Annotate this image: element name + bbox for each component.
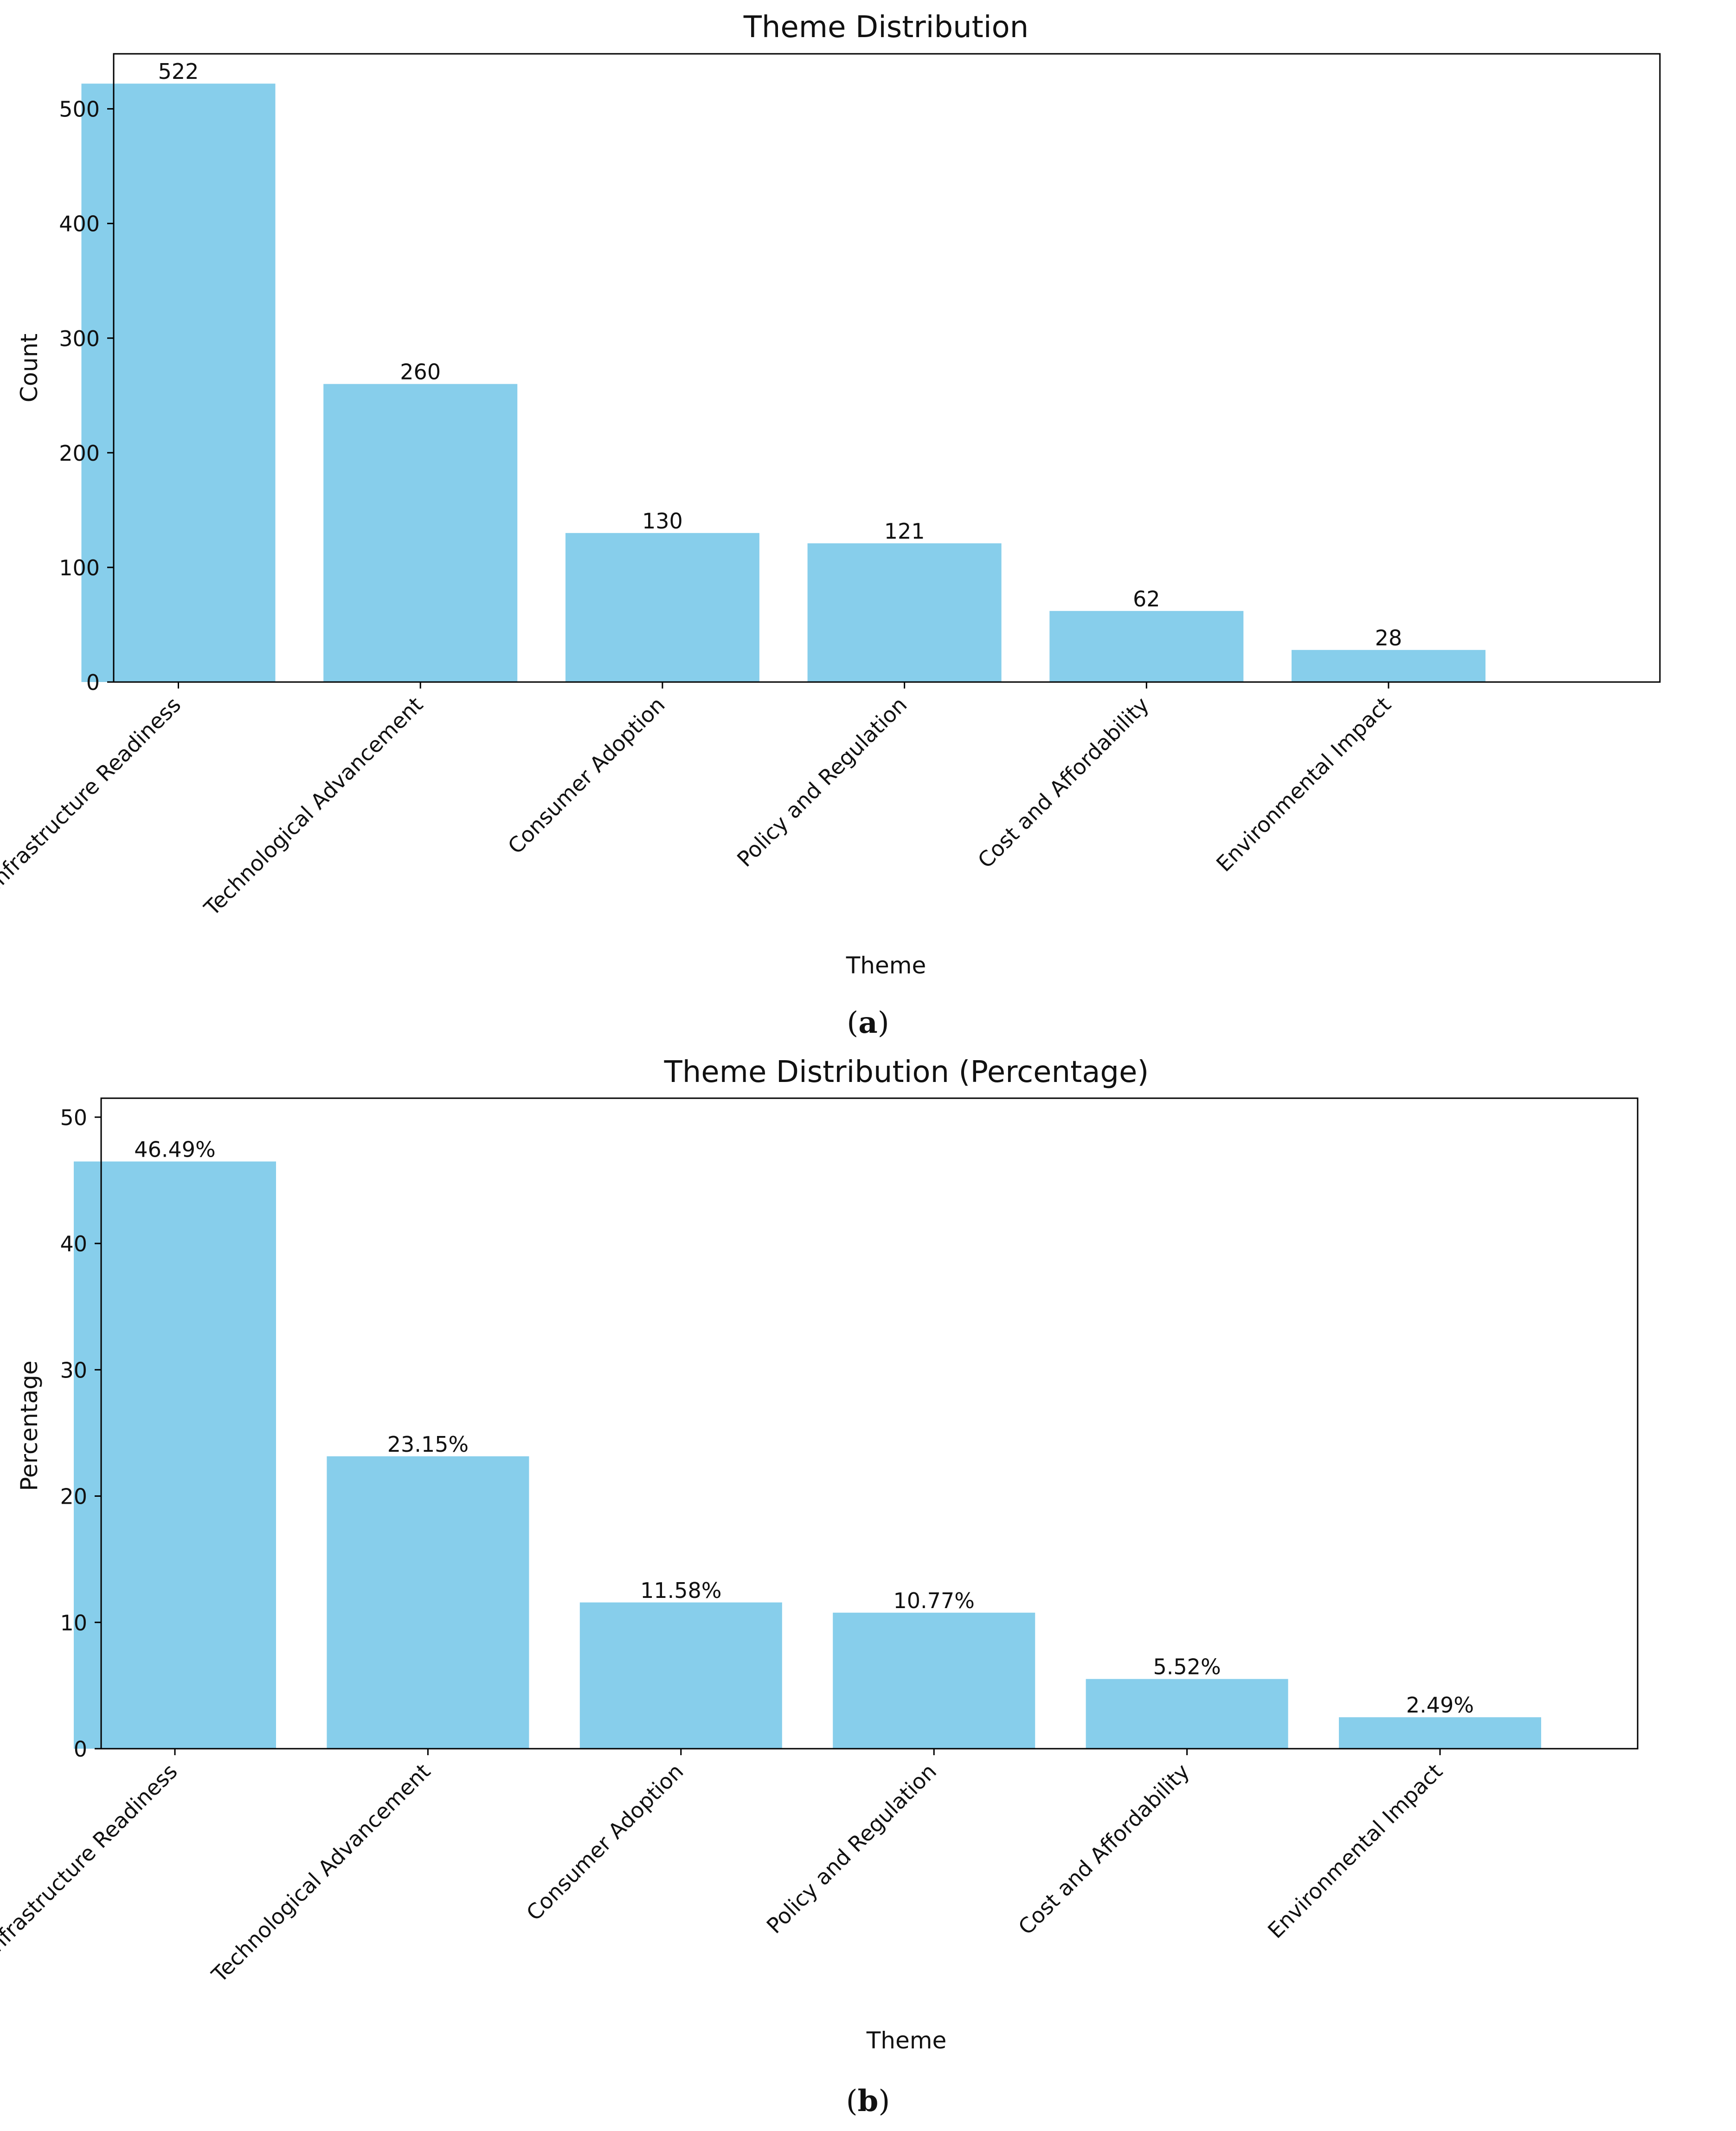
panel-a-bars	[81, 84, 1485, 682]
panel-a-bar-value-label: 121	[884, 519, 925, 544]
panel-b-x-tick-label: Policy and Regulation	[762, 1759, 941, 1938]
panel-a-bar	[323, 384, 518, 682]
panel-b-bar	[74, 1161, 276, 1749]
panel-a-bar-value-label: 130	[642, 509, 683, 534]
panel-b-bars	[74, 1161, 1541, 1749]
panel-b-x-tick-label: Infrastructure Readiness	[0, 1759, 182, 1961]
panel-b-value-labels: 46.49% 23.15% 11.58% 10.77% 5.52% 2.49%	[134, 1137, 1474, 1718]
panel-a-x-tick-label: Infrastructure Readiness	[0, 692, 186, 895]
panel-a-y-ticks: 0 100 200 300 400 500	[59, 97, 114, 695]
panel-a-plot-frame	[113, 53, 1661, 683]
panel-a-x-ticks: Infrastructure Readiness Technological Ad…	[0, 682, 1396, 921]
panel-b-bar-value-label: 10.77%	[893, 1588, 974, 1613]
panel-b-y-tick-label: 30	[60, 1358, 87, 1383]
panel-b-bar-value-label: 46.49%	[134, 1137, 215, 1162]
panel-b-x-tick-label: Technological Advancement	[206, 1759, 435, 1988]
panel-a-bar	[1049, 611, 1244, 682]
panel-b-caption: (b)	[846, 2084, 890, 2118]
panel-b-y-tick-label: 10	[60, 1610, 87, 1635]
panel-a-bar-value-label: 62	[1133, 586, 1160, 612]
panel-b-y-tick-label: 40	[60, 1231, 87, 1256]
panel-b-x-tick-label: Environmental Impact	[1263, 1759, 1447, 1944]
panel-a-title: Theme Distribution	[743, 10, 1029, 45]
panel-b-y-tick-label: 0	[74, 1737, 87, 1762]
panel-a-caption-letter: a	[858, 1005, 877, 1040]
panel-a-bar	[807, 543, 1002, 682]
panel-a-x-tick-label: Consumer Adoption	[503, 692, 670, 859]
panel-b-bar-value-label: 11.58%	[640, 1578, 721, 1603]
panel-a-y-tick-label: 200	[59, 441, 100, 466]
panel-a-bar	[81, 84, 276, 682]
panel-b-caption-letter: b	[858, 2084, 879, 2118]
panel-b-x-tick-label: Consumer Adoption	[521, 1759, 688, 1926]
panel-a-value-labels: 522 260 130 121 62 28	[158, 59, 1402, 650]
panel-b-bar-value-label: 5.52%	[1153, 1655, 1221, 1680]
panel-b-title: Theme Distribution (Percentage)	[664, 1055, 1149, 1089]
panel-a-bar-value-label: 260	[400, 360, 441, 385]
panel-a-x-axis-label: Theme	[846, 952, 926, 979]
panel-a-bar-value-label: 28	[1375, 625, 1402, 650]
panel-a-bar	[1292, 650, 1485, 682]
panel-b-y-axis-label: Percentage	[16, 1360, 43, 1491]
panel-b-y-tick-label: 50	[60, 1105, 87, 1130]
panel-a-y-tick-label: 400	[59, 212, 100, 237]
panel-b-x-axis-label: Theme	[866, 2027, 946, 2054]
panel-a-y-axis-label: Count	[16, 334, 43, 403]
panel-a-y-tick-label: 500	[59, 97, 100, 122]
panel-a-bar	[565, 533, 759, 682]
panel-a-x-tick-label: Environmental Impact	[1211, 692, 1396, 877]
panel-a-y-tick-label: 0	[86, 670, 100, 695]
panel-b-bar	[1086, 1679, 1288, 1749]
panel-b-x-tick-label: Cost and Affordability	[1013, 1759, 1194, 1940]
panel-a-caption: (a)	[847, 1005, 889, 1040]
panel-a-y-tick-label: 100	[59, 555, 100, 580]
panel-b-bar	[1339, 1717, 1541, 1749]
panel-a-x-tick-label: Cost and Affordability	[973, 692, 1154, 873]
panel-b-plot-frame	[100, 1097, 1639, 1750]
panel-a-chart: Theme Distribution 522 260 130 121 62 28 0 100…	[0, 10, 1661, 979]
panel-b-bar-value-label: 23.15%	[387, 1432, 469, 1457]
panel-b-bar	[579, 1602, 782, 1749]
panel-b-y-tick-label: 20	[60, 1484, 87, 1509]
panel-b-y-ticks: 0 10 20 30 40 50	[60, 1105, 101, 1762]
panel-b-bar-value-label: 2.49%	[1406, 1693, 1474, 1718]
panel-b-x-ticks: Infrastructure Readiness Technological Ad…	[0, 1749, 1447, 1988]
panel-b-bar	[327, 1456, 529, 1749]
panel-a-x-tick-label: Policy and Regulation	[732, 692, 912, 872]
panel-a-y-tick-label: 300	[59, 326, 100, 351]
panel-b-chart: Theme Distribution (Percentage) 46.49% 23…	[0, 1055, 1639, 2054]
panel-a-bar-value-label: 522	[158, 59, 199, 84]
panel-b-bar	[833, 1612, 1035, 1749]
panel-a-x-tick-label: Technological Advancement	[199, 692, 428, 921]
